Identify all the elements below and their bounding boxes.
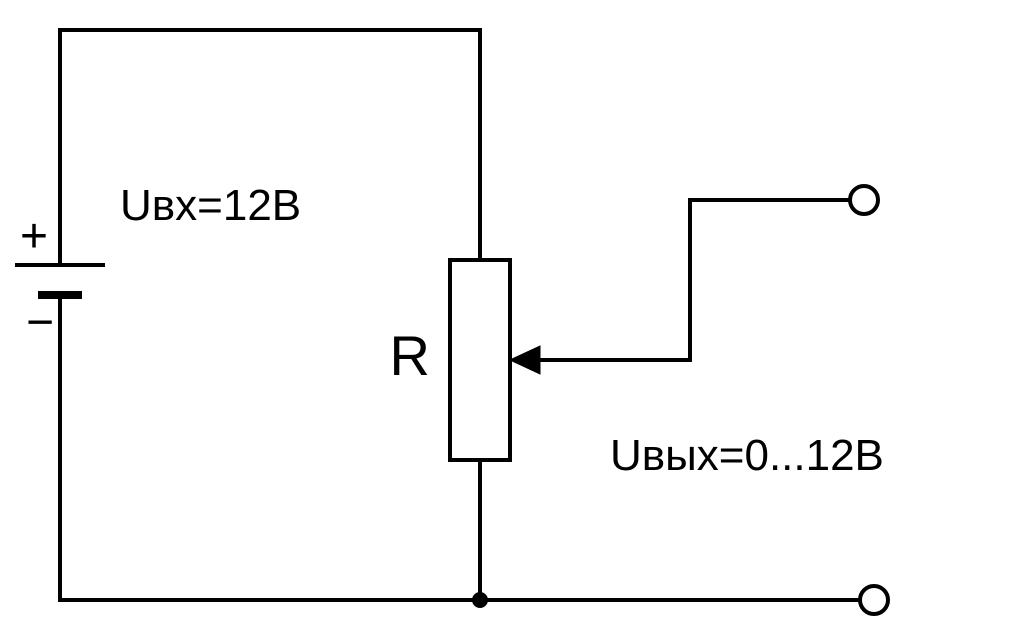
wire-wiper-out [538,200,850,360]
junction-dot [472,592,488,608]
circuit-diagram: + − R Uвх=12В Uвых=0...12В [0,0,1024,638]
potentiometer-label: R [390,324,430,387]
output-terminal-bottom [860,586,888,614]
uin-label: Uвх=12В [120,181,301,230]
potentiometer-body [450,260,510,460]
battery-icon [15,265,105,295]
uout-label: Uвых=0...12В [610,431,884,480]
battery-minus: − [26,296,54,349]
battery-plus: + [20,210,48,263]
wiper-arrow-icon [510,346,540,374]
output-terminal-top [850,186,878,214]
